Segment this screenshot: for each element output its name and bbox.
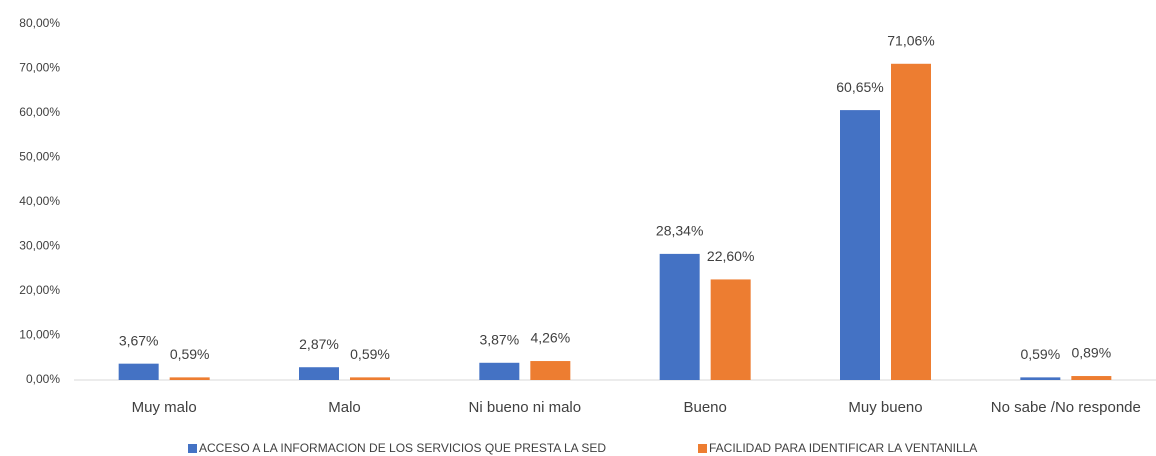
legend-label: FACILIDAD PARA IDENTIFICAR LA VENTANILLA	[709, 441, 977, 455]
legend-swatch	[698, 444, 707, 453]
bar	[350, 377, 390, 380]
bar	[169, 377, 210, 380]
data-label: 28,34%	[656, 223, 703, 239]
y-tick-label: 0,00%	[26, 372, 60, 386]
bar	[659, 253, 700, 380]
bar	[710, 279, 751, 380]
x-tick-label: No sabe /No responde	[991, 399, 1141, 416]
data-label: 3,87%	[479, 331, 519, 347]
data-label: 22,60%	[707, 248, 754, 264]
data-label: 4,26%	[530, 330, 570, 346]
data-label: 0,89%	[1071, 345, 1111, 361]
x-tick-label: Malo	[328, 399, 361, 416]
legend-label: ACCESO A LA INFORMACION DE LOS SERVICIOS…	[199, 441, 606, 455]
legend-swatch	[188, 444, 197, 453]
data-label: 71,06%	[887, 32, 934, 48]
x-tick-label: Bueno	[683, 399, 726, 416]
y-tick-label: 30,00%	[19, 239, 60, 253]
data-label: 0,59%	[350, 346, 390, 362]
data-label: 0,59%	[1020, 346, 1060, 362]
bar	[1071, 376, 1112, 380]
y-tick-label: 70,00%	[19, 61, 60, 75]
bar	[891, 63, 931, 381]
data-label: 2,87%	[299, 336, 339, 352]
bar	[530, 361, 571, 380]
data-label: 3,67%	[119, 332, 159, 348]
y-tick-label: 20,00%	[19, 283, 60, 297]
bar	[479, 362, 520, 380]
y-tick-label: 10,00%	[19, 328, 60, 342]
x-tick-label: Muy bueno	[848, 399, 922, 416]
bar	[299, 367, 339, 380]
y-tick-label: 80,00%	[19, 16, 60, 30]
data-label: 0,59%	[170, 346, 210, 362]
y-tick-label: 50,00%	[19, 150, 60, 164]
y-tick-label: 60,00%	[19, 105, 60, 119]
x-tick-label: Muy malo	[132, 399, 197, 416]
bar	[1020, 377, 1061, 380]
bar	[840, 110, 880, 381]
y-tick-label: 40,00%	[19, 194, 60, 208]
x-tick-label: Ni bueno ni malo	[469, 399, 582, 416]
bar	[118, 363, 159, 380]
data-label: 60,65%	[836, 79, 883, 95]
